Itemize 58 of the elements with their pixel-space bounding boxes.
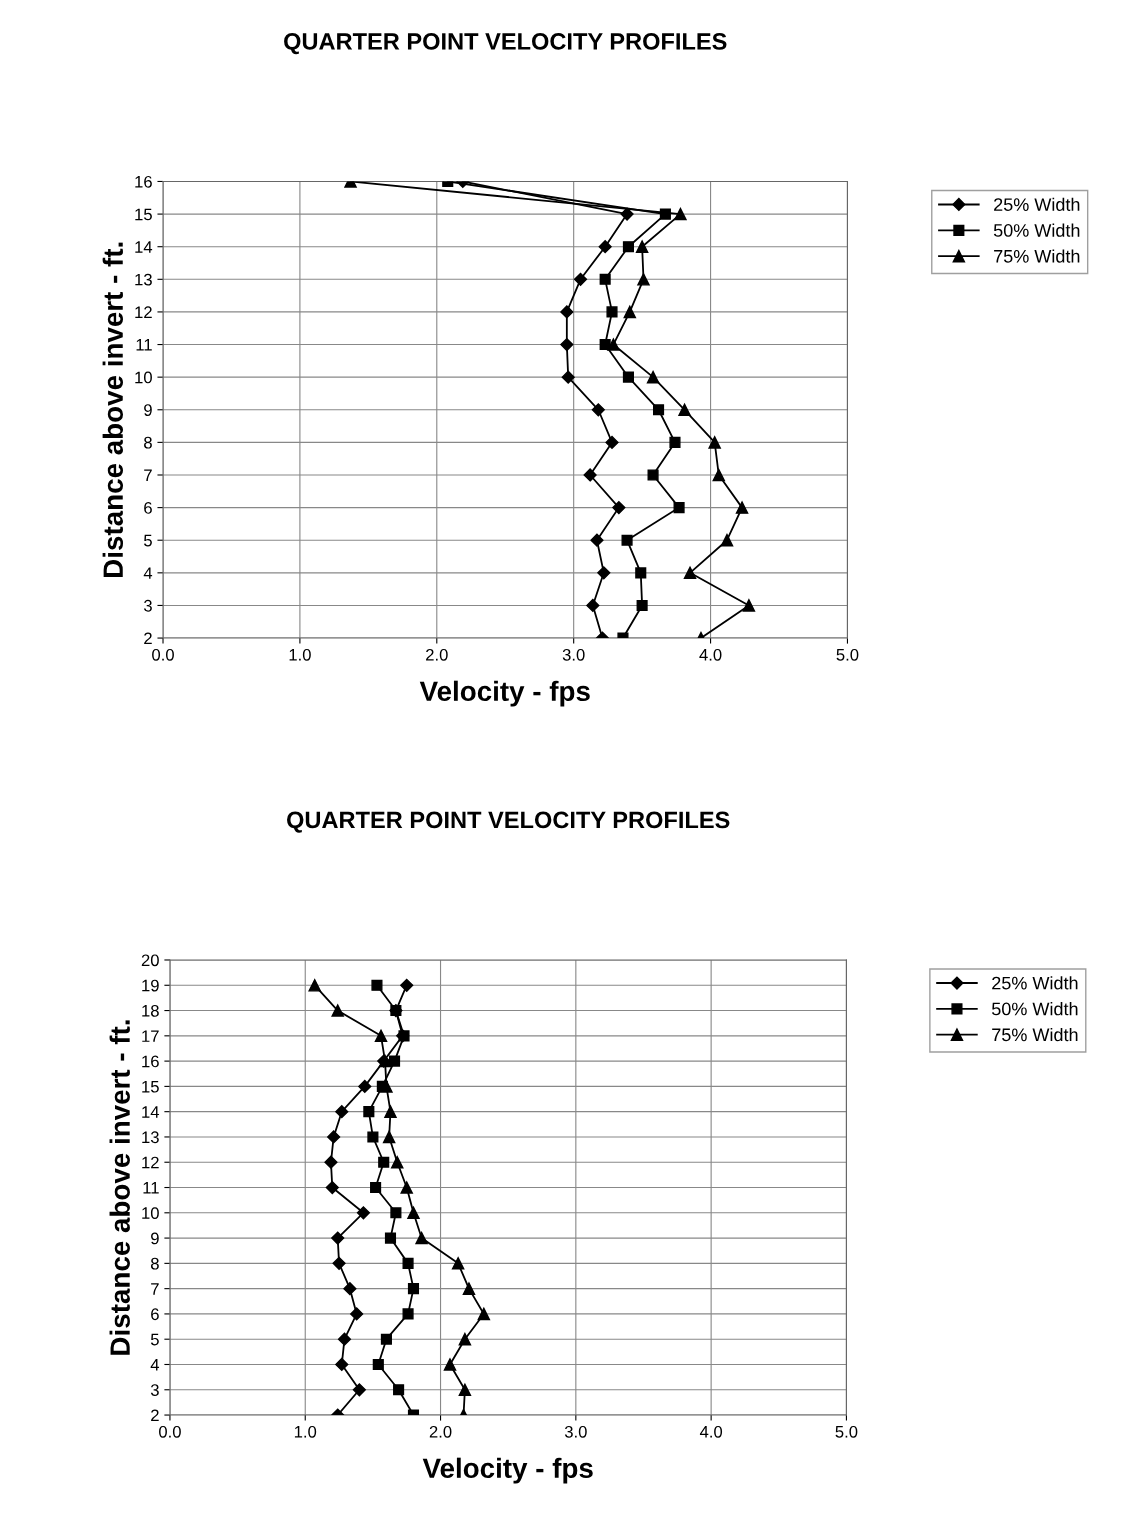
y-tick-label: 2 [144,632,152,645]
y-tick-label: 11 [136,339,152,351]
y-tick-label: 16 [135,175,152,188]
y-tick-label: 5 [150,1333,159,1346]
x-tick-label: 5.0 [836,648,859,661]
y-tick-label: 10 [142,1207,159,1219]
x-tick-label: 0.0 [159,1425,181,1438]
y-tick-label: 9 [151,1232,159,1245]
y-tick-label: 18 [142,1004,159,1017]
legend-label: 50% Width [993,223,1080,237]
y-tick-label: 16 [142,1055,159,1068]
y-tick-label: 13 [135,273,152,286]
y-tick-label: 3 [143,599,152,612]
x-axis-title: Velocity - fps [422,1457,593,1484]
chart-title: QUARTER POINT VELOCITY PROFILES [284,33,727,55]
y-tick-label: 12 [135,306,152,318]
y-tick-label: 2 [151,1409,159,1422]
legend-label: 75% Width [994,249,1080,263]
legend-label: 75% Width [992,1027,1078,1042]
y-tick-label: 20 [141,954,159,967]
legend-label: 25% Width [992,976,1078,990]
y-tick-label: 19 [142,979,159,992]
y-tick-label: 17 [142,1030,159,1042]
chart-title: QUARTER POINT VELOCITY PROFILES [287,811,730,833]
x-tick-label: 3.0 [564,1425,587,1438]
x-tick-label: 2.0 [429,1425,452,1438]
y-tick-label: 14 [135,241,153,253]
x-tick-label: 1.0 [294,1425,317,1438]
legend-label: 25% Width [994,197,1080,211]
x-tick-label: 4.0 [699,1425,723,1438]
legend-label: 50% Width [991,1002,1078,1016]
y-tick-label: 11 [143,1182,159,1194]
x-tick-label: 1.0 [289,648,311,661]
y-axis-title: Distance above invert - ft. [109,1020,130,1355]
y-tick-label: 9 [144,404,152,416]
x-axis-title: Velocity - fps [419,680,590,707]
y-axis-title: Distance above invert - ft. [102,242,124,577]
y-tick-label: 7 [144,469,152,482]
x-tick-label: 5.0 [835,1425,858,1438]
y-tick-label: 13 [142,1131,159,1144]
y-tick-label: 10 [135,371,152,384]
y-tick-label: 8 [150,1257,159,1270]
y-tick-label: 14 [142,1106,160,1118]
x-tick-label: 0.0 [152,648,174,661]
y-tick-label: 8 [144,436,152,449]
x-tick-label: 4.0 [699,648,722,661]
y-tick-label: 4 [143,567,153,579]
y-tick-label: 5 [144,534,152,547]
y-tick-label: 6 [151,1308,159,1321]
y-tick-label: 12 [142,1156,159,1169]
y-tick-label: 15 [135,208,152,221]
x-tick-label: 3.0 [562,648,585,661]
y-tick-label: 6 [144,502,152,514]
y-tick-label: 15 [142,1080,159,1093]
y-tick-label: 3 [150,1384,159,1396]
y-tick-label: 4 [150,1359,160,1371]
y-tick-label: 7 [151,1283,159,1295]
x-tick-label: 2.0 [426,648,448,661]
